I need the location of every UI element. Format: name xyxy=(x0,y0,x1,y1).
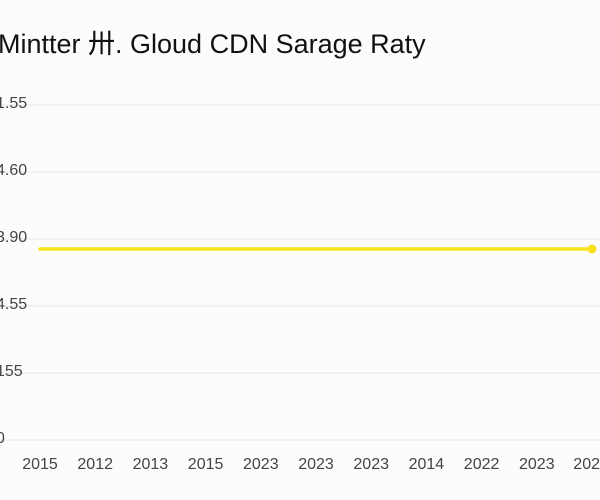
x-tick-label: 2023 xyxy=(519,456,555,473)
y-tick-label: 155 xyxy=(0,363,23,380)
y-tick-label: 4.60 xyxy=(0,162,27,179)
y-tick-label: 4.55 xyxy=(0,296,27,313)
plot-area xyxy=(38,244,597,255)
x-tick-label: 202 xyxy=(573,456,600,473)
x-tick-label: 2012 xyxy=(77,456,113,473)
x-tick-label: 2023 xyxy=(298,456,334,473)
y-tick-label: 0 xyxy=(0,430,5,447)
line-end-point xyxy=(587,244,597,254)
x-tick-label: 2015 xyxy=(188,456,224,473)
x-tick-label: 2013 xyxy=(133,456,169,473)
x-tick-label: 2015 xyxy=(22,456,58,473)
grid xyxy=(0,104,600,441)
x-tick-label: 2023 xyxy=(243,456,279,473)
y-tick-label: 1.55 xyxy=(0,95,27,112)
x-tick-label: 2014 xyxy=(409,456,445,473)
chart-title: Mintter 卅. Gloud CDN Sarage Raty xyxy=(0,29,426,59)
y-tick-label: 3.90 xyxy=(0,229,27,246)
x-tick-label: 2022 xyxy=(464,456,500,473)
x-tick-label: 2023 xyxy=(353,456,389,473)
